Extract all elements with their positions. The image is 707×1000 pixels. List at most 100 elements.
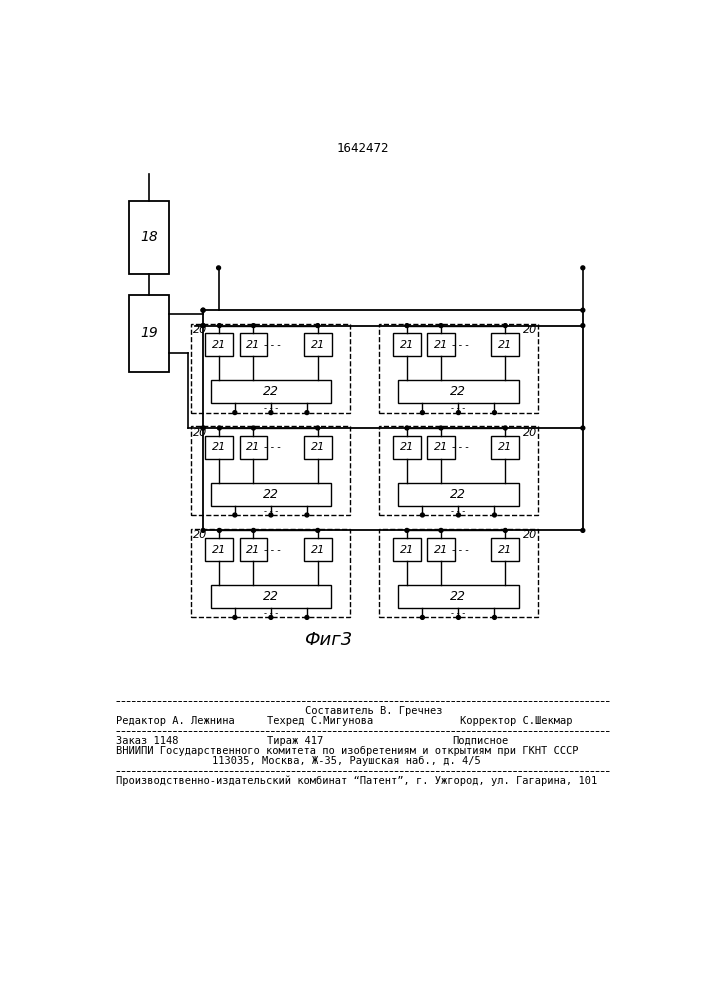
Text: 21: 21 — [434, 545, 448, 555]
Circle shape — [457, 615, 460, 619]
Circle shape — [439, 528, 443, 532]
Text: - - -: - - - — [452, 442, 469, 452]
Bar — [491, 538, 519, 561]
Circle shape — [252, 528, 255, 532]
Circle shape — [201, 308, 205, 312]
Circle shape — [439, 324, 443, 328]
Bar — [393, 436, 421, 459]
Text: 20: 20 — [523, 428, 537, 438]
Circle shape — [503, 324, 507, 328]
Circle shape — [457, 513, 460, 517]
Bar — [398, 585, 518, 608]
Circle shape — [269, 615, 273, 619]
Bar — [398, 380, 518, 403]
Text: - - -: - - - — [264, 340, 281, 350]
Circle shape — [405, 426, 409, 430]
Circle shape — [503, 528, 507, 532]
Text: 21: 21 — [399, 442, 414, 452]
Text: 21: 21 — [310, 442, 325, 452]
Text: Техред С.Мигунова: Техред С.Мигунова — [267, 716, 373, 726]
Text: 20: 20 — [193, 428, 207, 438]
Text: Тираж 417: Тираж 417 — [267, 736, 323, 746]
Text: 113035, Москва, Ж-35, Раушская наб., д. 4/5: 113035, Москва, Ж-35, Раушская наб., д. … — [212, 756, 481, 766]
Circle shape — [581, 324, 585, 328]
Text: Корректор С.Шекмар: Корректор С.Шекмар — [460, 716, 573, 726]
Circle shape — [233, 411, 237, 415]
Bar — [206, 333, 233, 356]
Circle shape — [201, 308, 205, 312]
Text: 18: 18 — [140, 230, 158, 244]
Bar — [304, 436, 332, 459]
Text: ВНИИПИ Государственного комитета по изобретениям и открытиям при ГКНТ СССР: ВНИИПИ Государственного комитета по изоб… — [115, 746, 578, 756]
Circle shape — [421, 411, 424, 415]
Bar — [379, 324, 538, 413]
Circle shape — [201, 426, 205, 430]
Text: - - -: - - - — [264, 609, 278, 618]
Bar — [240, 436, 267, 459]
Text: 21: 21 — [498, 545, 513, 555]
Bar — [427, 538, 455, 561]
Text: 19: 19 — [140, 326, 158, 340]
Bar — [491, 333, 519, 356]
Circle shape — [581, 528, 585, 532]
Bar — [129, 295, 169, 372]
Text: 21: 21 — [246, 340, 261, 350]
Text: - - -: - - - — [451, 404, 466, 413]
Circle shape — [421, 513, 424, 517]
Text: 21: 21 — [310, 340, 325, 350]
Bar — [206, 436, 233, 459]
Circle shape — [201, 324, 205, 328]
Text: 21: 21 — [246, 545, 261, 555]
Circle shape — [421, 615, 424, 619]
Text: 21: 21 — [434, 340, 448, 350]
Circle shape — [269, 411, 273, 415]
Bar — [427, 436, 455, 459]
Circle shape — [581, 308, 585, 312]
Circle shape — [252, 426, 255, 430]
Bar — [393, 538, 421, 561]
Text: 21: 21 — [310, 545, 325, 555]
Circle shape — [305, 411, 309, 415]
Circle shape — [493, 513, 496, 517]
Bar — [393, 333, 421, 356]
Text: - - -: - - - — [264, 442, 281, 452]
Text: 21: 21 — [498, 442, 513, 452]
Text: 22: 22 — [263, 385, 279, 398]
Circle shape — [316, 426, 320, 430]
Text: - - -: - - - — [451, 609, 466, 618]
Text: 21: 21 — [399, 340, 414, 350]
Bar — [192, 324, 351, 413]
Bar — [211, 483, 331, 506]
Text: 21: 21 — [399, 545, 414, 555]
Circle shape — [493, 615, 496, 619]
Circle shape — [218, 426, 221, 430]
Text: Фиг3: Фиг3 — [305, 631, 353, 649]
Text: 20: 20 — [193, 530, 207, 540]
Circle shape — [218, 528, 221, 532]
Text: 22: 22 — [263, 590, 279, 603]
Circle shape — [305, 615, 309, 619]
Text: 21: 21 — [498, 340, 513, 350]
Circle shape — [233, 513, 237, 517]
Bar — [211, 585, 331, 608]
Bar — [304, 333, 332, 356]
Circle shape — [581, 426, 585, 430]
Text: 20: 20 — [523, 325, 537, 335]
Circle shape — [316, 528, 320, 532]
Circle shape — [316, 324, 320, 328]
Circle shape — [405, 324, 409, 328]
Bar — [491, 436, 519, 459]
Text: 22: 22 — [263, 488, 279, 501]
Bar — [240, 333, 267, 356]
Text: Составитель В. Гречнез: Составитель В. Гречнез — [305, 706, 443, 716]
Circle shape — [252, 324, 255, 328]
Circle shape — [405, 528, 409, 532]
Circle shape — [201, 324, 205, 328]
Text: 21: 21 — [246, 442, 261, 452]
Bar — [211, 380, 331, 403]
Circle shape — [233, 615, 237, 619]
Bar — [192, 529, 351, 617]
Text: - - -: - - - — [452, 545, 469, 555]
Circle shape — [201, 528, 205, 532]
Circle shape — [269, 513, 273, 517]
